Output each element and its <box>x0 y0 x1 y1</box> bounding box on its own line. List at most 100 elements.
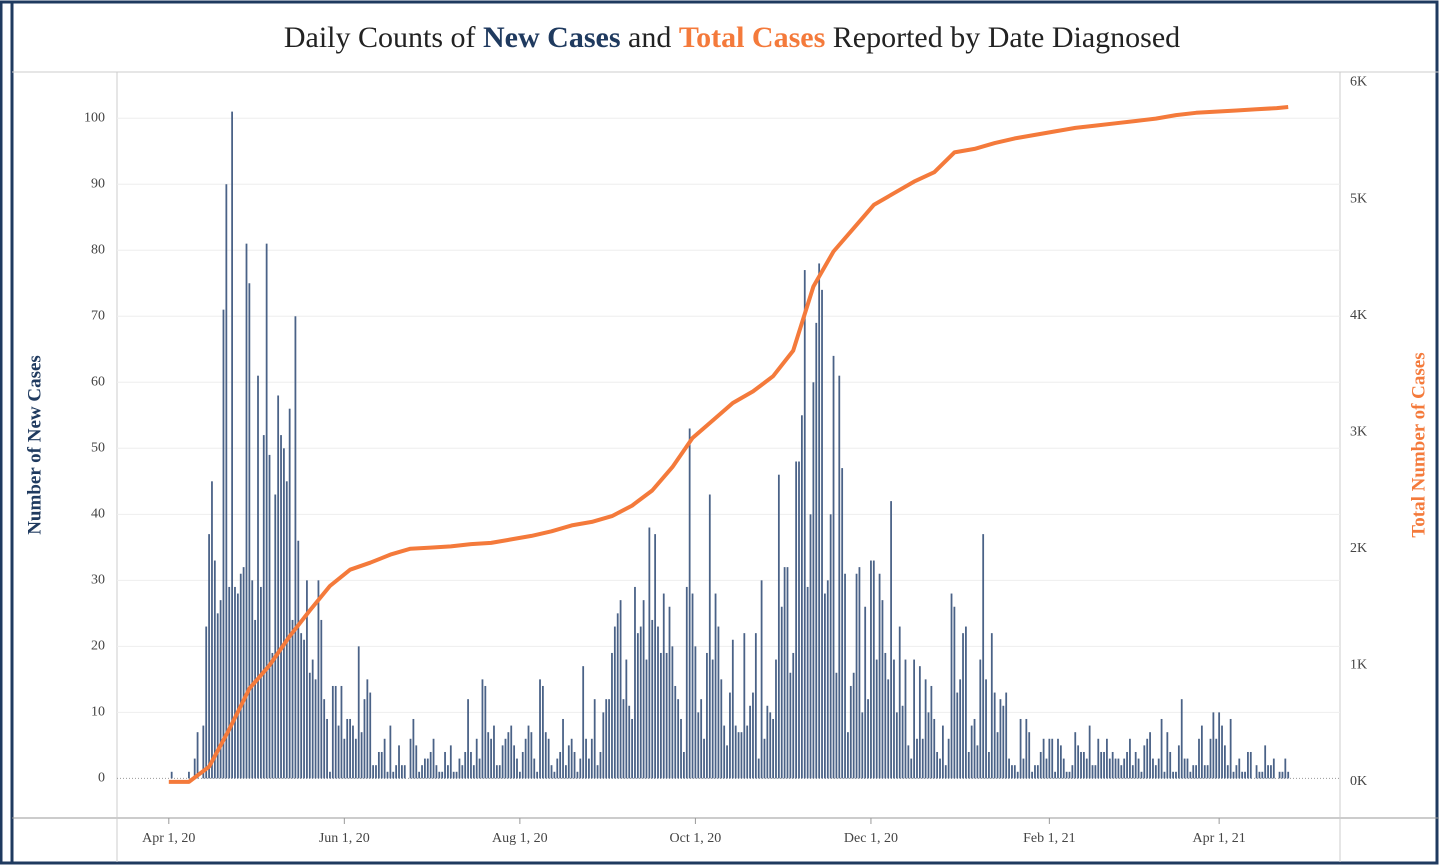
bar <box>274 494 277 779</box>
bar <box>1203 765 1206 779</box>
y2-tick-label: 3K <box>1350 424 1367 439</box>
total-line <box>168 105 1289 784</box>
bar <box>346 718 349 779</box>
y2-tick-label: 4K <box>1350 308 1367 323</box>
bar <box>593 699 596 779</box>
bar <box>867 699 869 779</box>
bar <box>777 474 780 779</box>
title-part: New Cases <box>483 21 620 54</box>
bar <box>1131 765 1134 779</box>
bar <box>1226 765 1229 779</box>
bar <box>386 771 389 779</box>
bar <box>1094 765 1097 779</box>
bar <box>665 652 668 779</box>
bar <box>280 435 282 779</box>
bar <box>314 679 317 779</box>
bar <box>400 765 403 779</box>
bar <box>959 679 962 779</box>
bar <box>694 646 697 779</box>
bar <box>780 606 783 779</box>
bar <box>605 699 608 779</box>
bar <box>659 652 662 779</box>
bar <box>717 626 720 779</box>
bar <box>438 771 441 779</box>
bar <box>671 646 674 779</box>
bar <box>398 745 400 779</box>
bar <box>1212 712 1215 779</box>
y-tick-label: 80 <box>91 242 105 257</box>
bar <box>1108 758 1111 779</box>
bar <box>803 270 806 779</box>
bar <box>262 435 265 779</box>
bar <box>723 725 726 779</box>
bar <box>685 586 688 779</box>
bar <box>585 738 587 779</box>
bar <box>1036 765 1039 779</box>
bar <box>1209 738 1212 779</box>
bar <box>1068 771 1071 779</box>
bar <box>602 712 605 779</box>
bar <box>1261 771 1264 779</box>
title-part: Reported by Date Diagnosed <box>825 21 1180 54</box>
bar <box>1080 751 1082 779</box>
bar <box>870 560 872 779</box>
bar <box>1117 758 1120 779</box>
bar <box>798 461 800 779</box>
bar <box>711 659 714 779</box>
bar <box>1224 745 1226 779</box>
bar <box>1177 745 1180 779</box>
bar <box>691 593 694 779</box>
bar <box>481 679 484 779</box>
bar <box>890 501 892 779</box>
bar <box>251 580 254 779</box>
bar <box>1198 738 1200 779</box>
bar <box>311 659 314 779</box>
bar <box>193 758 196 779</box>
bar <box>642 600 645 779</box>
y2-tick-label: 1K <box>1350 658 1367 673</box>
bar <box>988 751 990 779</box>
bar <box>1229 718 1232 779</box>
bar <box>982 534 985 779</box>
bar <box>913 659 916 779</box>
bar <box>754 633 757 779</box>
bar <box>222 309 225 779</box>
y-tick-label: 90 <box>91 176 105 191</box>
bar <box>1129 738 1131 779</box>
bar <box>504 738 507 779</box>
bar <box>366 679 369 779</box>
bar <box>1163 771 1166 779</box>
bar <box>421 765 423 779</box>
bar <box>277 395 280 779</box>
bar <box>1008 758 1010 779</box>
bar <box>703 738 705 779</box>
bar <box>921 738 924 779</box>
bar <box>1114 758 1117 779</box>
bar <box>864 606 867 779</box>
bar <box>527 725 530 779</box>
bar <box>1255 765 1258 779</box>
bar <box>608 699 610 779</box>
bar <box>294 316 297 779</box>
y-tick-label: 30 <box>91 573 105 588</box>
bar <box>1206 765 1209 779</box>
bar <box>683 751 685 779</box>
bar <box>939 758 941 779</box>
bar <box>800 415 803 779</box>
bar <box>875 659 878 779</box>
bar <box>806 586 809 779</box>
bar <box>205 626 208 779</box>
x-tick-label: Feb 1, 21 <box>1023 831 1076 846</box>
bar <box>783 567 786 779</box>
bar <box>170 771 173 779</box>
bar <box>631 718 633 779</box>
bar <box>1085 758 1088 779</box>
bar <box>872 560 875 779</box>
bar <box>976 745 979 779</box>
bar <box>559 751 562 779</box>
bar <box>245 243 248 779</box>
bar <box>536 771 539 779</box>
bar <box>579 758 582 779</box>
bar <box>395 765 398 779</box>
